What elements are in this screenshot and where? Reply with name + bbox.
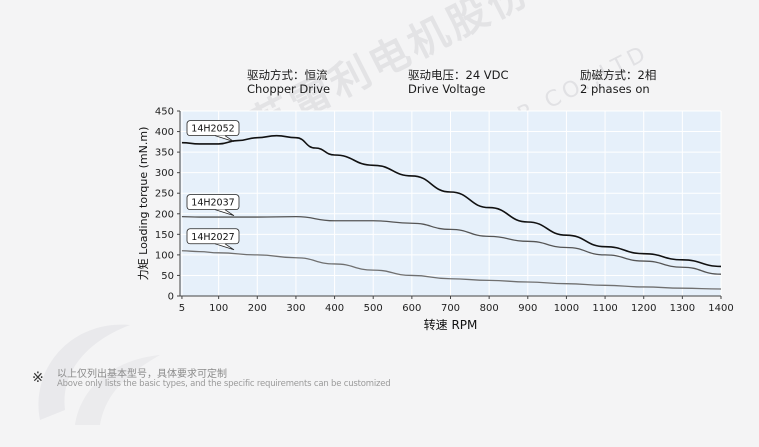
x-tick-label: 500 [364, 303, 383, 314]
watermark-logo [38, 324, 160, 425]
drive-mode-label: 驱动方式：恒流 Chopper Drive [247, 68, 330, 96]
series-label-pointer [214, 243, 235, 251]
series-label-box [186, 228, 240, 245]
y-tick-label: 200 [155, 209, 174, 220]
x-tick-label: 1300 [670, 303, 695, 314]
x-axis-title: 转速 RPM [424, 317, 478, 332]
x-tick-label: 1400 [708, 303, 733, 314]
series-label-box [186, 120, 240, 137]
series-line-14H2027 [181, 250, 722, 290]
drive-mode-cn: 驱动方式：恒流 [247, 68, 328, 82]
footnote-en: Above only lists the basic types, and th… [57, 379, 391, 389]
y-tick-label: 300 [155, 168, 174, 179]
drive-voltage-en: Drive Voltage [408, 82, 486, 96]
x-tick-label: 400 [325, 303, 344, 314]
excitation-label: 励磁方式：2相 2 phases on [580, 68, 656, 96]
y-tick-label: 150 [155, 230, 174, 241]
series-label-text: 14H2052 [191, 124, 234, 135]
x-tick-label: 300 [286, 303, 305, 314]
series-label-text: 14H2037 [191, 198, 234, 209]
y-tick-label: 350 [155, 148, 174, 159]
series-line-14H2037 [181, 216, 722, 275]
x-tick-label: 800 [480, 303, 499, 314]
x-tick-label: 200 [248, 303, 267, 314]
y-tick-label: 0 [168, 292, 174, 303]
y-tick-label: 50 [161, 271, 174, 282]
x-tick-label: 700 [441, 303, 460, 314]
y-tick-label: 250 [155, 189, 174, 200]
x-tick-label: 900 [518, 303, 537, 314]
series-label-pointer [214, 135, 235, 143]
drive-mode-en: Chopper Drive [247, 82, 331, 96]
x-tick-label: 600 [402, 303, 421, 314]
excitation-cn: 励磁方式：2相 [580, 68, 657, 82]
x-tick-label: 1100 [592, 303, 617, 314]
x-tick-label: 1000 [554, 303, 579, 314]
x-tick-label: 5 [179, 303, 185, 314]
footnote-cn: 以上仅列出基本型号，具体要求可定制 [57, 369, 227, 380]
drive-voltage-cn: 驱动电压：24 VDC [408, 68, 509, 82]
series-label-text: 14H2027 [191, 232, 234, 243]
y-tick-label: 100 [155, 250, 174, 261]
series-label-pointer [214, 209, 235, 217]
excitation-en: 2 phases on [580, 82, 650, 96]
x-tick-label: 1200 [631, 303, 656, 314]
series-label-box [186, 194, 240, 211]
series-line-14H2052 [181, 134, 722, 268]
drive-voltage-label: 驱动电压：24 VDC Drive Voltage [408, 68, 509, 96]
footnote-mark: ※ [32, 370, 44, 386]
y-tick-label: 400 [155, 127, 174, 138]
y-axis-title: 力矩 Loading torque (mN.m) [137, 127, 150, 281]
y-tick-label: 450 [155, 107, 174, 118]
x-tick-label: 100 [209, 303, 228, 314]
